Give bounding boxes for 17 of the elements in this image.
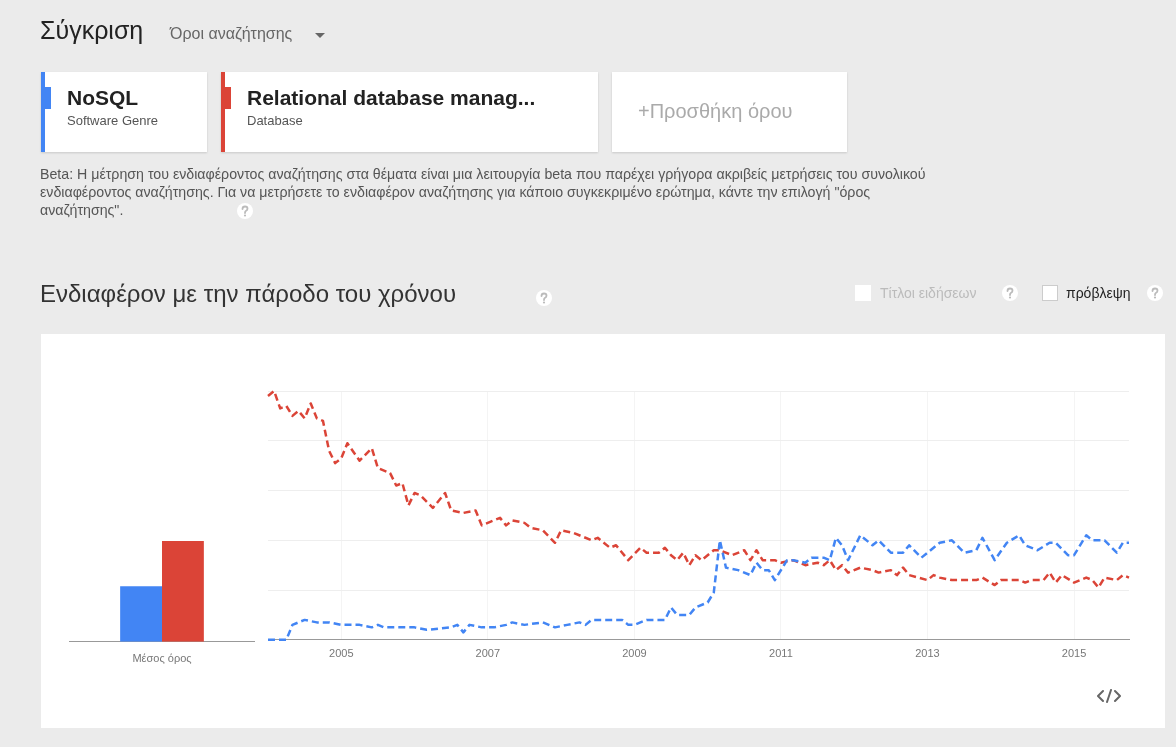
text: +Προσθήκη όρου [612,72,847,152]
x-tick-label: Μέσος όρος [132,652,192,665]
legend-label: Relational database manag... [247,86,537,110]
x-tick-label: 2009 [622,647,647,660]
text: Software Genre [67,113,160,128]
x-tick-label: 2015 [1061,647,1087,660]
x-tick-label: 2007 [475,647,501,660]
legend-label: NoSQL [67,86,140,110]
text: Σύγκριση [40,16,144,45]
x-tick-label: 2005 [329,647,354,660]
x-tick-label: 2013 [915,647,940,660]
text: πρόβλεψη [1066,285,1131,301]
x-tick-label: 2011 [769,647,793,660]
text: Beta: Η μέτρηση του ενδιαφέροντος αναζήτησης στα θέματα είναι μια λειτουργία beta που παρέχει γρήγορα ακριβείς μετρήσεις του συνολικού ενδιαφέροντος αναζήτησης. Για να μετρήσετε το ενδιαφέρον αναζήτησης για κάποιο συγκεκριμένο ερώτημα, κάντε την επιλογή "όρος αναζήτησης". [40,165,927,219]
text: Database [247,113,304,128]
text: Όροι αναζήτησης [170,25,293,43]
chart-title: Ενδιαφέρον με την πάροδο του χρόνου [40,280,457,308]
